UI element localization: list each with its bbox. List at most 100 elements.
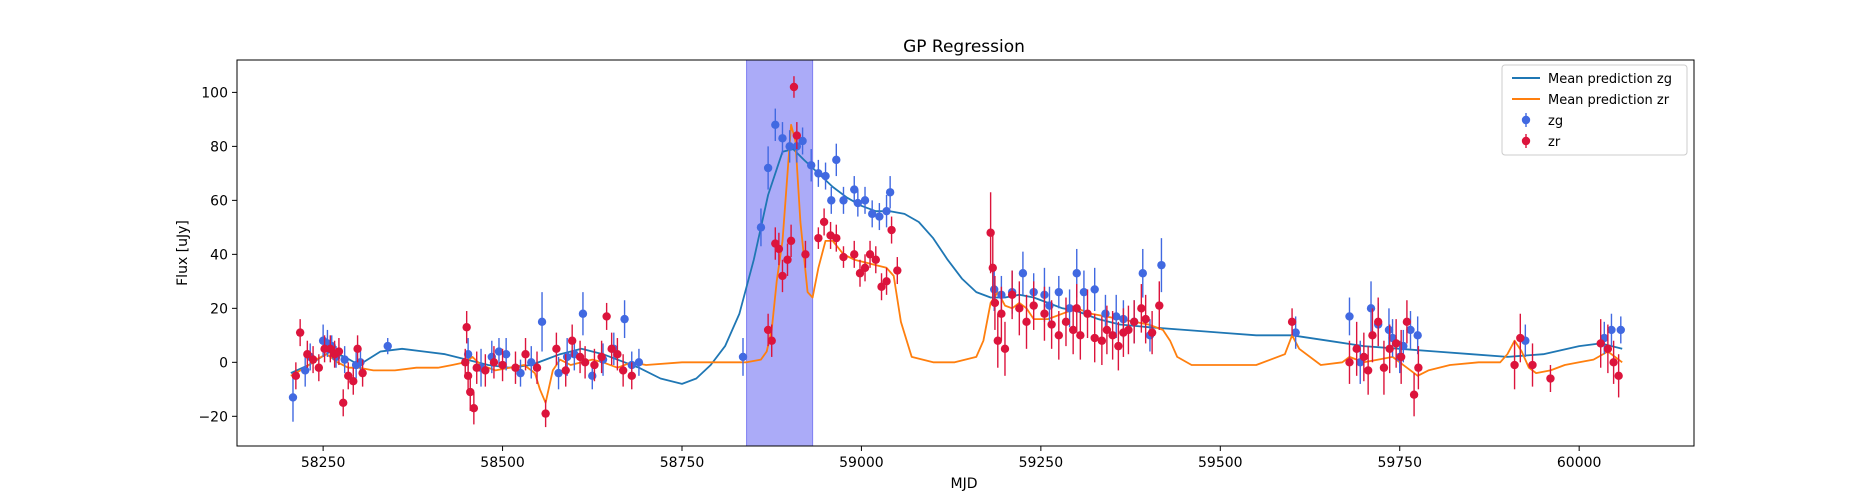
data-point-zr bbox=[814, 233, 823, 243]
data-point-zg bbox=[634, 358, 644, 367]
data-point-zr bbox=[882, 277, 891, 286]
data-point-zr bbox=[1083, 309, 1092, 318]
data-point-zg bbox=[885, 188, 895, 197]
data-point-zr bbox=[786, 236, 796, 246]
data-point-zr bbox=[291, 371, 301, 381]
data-point-zr bbox=[1359, 352, 1369, 362]
data-point-zr bbox=[320, 344, 329, 354]
data-point-zr bbox=[763, 325, 773, 335]
data-point-zg bbox=[340, 355, 349, 364]
data-point-zg bbox=[1018, 269, 1028, 278]
legend-entry-zr: zr bbox=[1521, 134, 1561, 150]
data-point-zr bbox=[463, 371, 473, 381]
data-point-zr bbox=[1108, 331, 1117, 340]
data-point-zr bbox=[1007, 290, 1017, 300]
data-point-zr bbox=[1076, 331, 1085, 340]
data-point-zr bbox=[561, 366, 570, 375]
x-tick-label: 58250 bbox=[301, 455, 346, 471]
data-point-zr bbox=[1072, 304, 1081, 313]
data-point-zr bbox=[567, 336, 577, 345]
y-tick-label: 20 bbox=[210, 301, 228, 317]
x-tick-label: 59500 bbox=[1198, 455, 1243, 471]
x-tick-label: 58750 bbox=[660, 455, 705, 471]
data-point-zg bbox=[882, 206, 891, 216]
data-point-zr bbox=[607, 344, 616, 354]
legend-label: zr bbox=[1548, 135, 1561, 150]
data-point-zg bbox=[778, 134, 787, 143]
data-point-zg bbox=[1157, 260, 1166, 270]
data-point-zr bbox=[1061, 317, 1071, 327]
data-point-zr bbox=[789, 82, 799, 92]
series-points-zr bbox=[291, 76, 1623, 428]
data-point-zr bbox=[541, 409, 550, 418]
data-point-zr bbox=[893, 266, 902, 275]
data-point-zg bbox=[832, 155, 841, 165]
legend-entry-zg: zg bbox=[1521, 113, 1563, 129]
data-point-zr bbox=[1287, 317, 1297, 327]
data-point-zg bbox=[867, 209, 877, 219]
data-point-zr bbox=[986, 228, 995, 237]
legend-entry-mean-prediction-zg: Mean prediction zg bbox=[1512, 72, 1672, 87]
data-point-zg bbox=[875, 212, 884, 221]
data-point-zg bbox=[1291, 328, 1300, 337]
data-point-zr bbox=[1015, 304, 1024, 313]
data-point-zg bbox=[1366, 304, 1376, 313]
data-point-zg bbox=[798, 136, 807, 146]
data-point-zr bbox=[602, 312, 611, 321]
data-point-zg bbox=[771, 120, 780, 129]
data-point-zg bbox=[1384, 325, 1394, 335]
data-point-zr bbox=[792, 131, 802, 140]
legend-label: Mean prediction zr bbox=[1548, 93, 1670, 108]
data-point-zr bbox=[532, 363, 542, 372]
data-point-zr bbox=[1090, 333, 1099, 343]
data-point-zr bbox=[590, 360, 599, 370]
data-point-zr bbox=[1391, 339, 1401, 348]
data-point-zr bbox=[1409, 390, 1419, 399]
data-point-zg bbox=[738, 352, 748, 362]
x-tick-label: 59250 bbox=[1019, 455, 1064, 471]
data-point-zr bbox=[303, 350, 312, 359]
data-point-zr bbox=[887, 225, 896, 235]
axes-frame bbox=[236, 59, 1695, 447]
data-point-zr bbox=[1379, 363, 1389, 372]
data-point-zr bbox=[358, 368, 367, 378]
data-point-zg bbox=[785, 142, 794, 151]
data-point-zr bbox=[1609, 358, 1618, 367]
data-point-zg bbox=[1112, 312, 1121, 321]
data-point-zr bbox=[597, 352, 606, 362]
data-point-zg bbox=[1090, 285, 1099, 294]
data-point-zr bbox=[344, 371, 353, 381]
data-point-zg bbox=[763, 163, 773, 173]
data-point-zr bbox=[778, 271, 787, 281]
data-point-zr bbox=[871, 255, 880, 264]
data-point-zg bbox=[1616, 325, 1625, 335]
data-point-zg bbox=[1079, 287, 1089, 297]
data-point-zr bbox=[997, 309, 1006, 318]
x-tick-label: 58500 bbox=[480, 455, 525, 471]
legend-label: Mean prediction zg bbox=[1548, 72, 1672, 87]
data-point-zr bbox=[489, 358, 499, 367]
data-point-zr bbox=[832, 233, 841, 243]
data-point-zr bbox=[855, 269, 865, 278]
y-tick-label: 60 bbox=[210, 193, 228, 209]
data-point-zr bbox=[1528, 360, 1537, 370]
data-point-zr bbox=[580, 358, 590, 367]
data-point-zg bbox=[1054, 287, 1064, 297]
data-point-zr bbox=[783, 255, 792, 264]
data-point-zr bbox=[1614, 371, 1623, 381]
y-tick-label: 100 bbox=[201, 85, 228, 101]
data-point-zg bbox=[827, 196, 836, 205]
data-point-zg bbox=[1607, 325, 1616, 335]
data-point-zr bbox=[627, 371, 636, 381]
data-point-zr bbox=[1510, 360, 1519, 370]
data-point-zr bbox=[850, 250, 859, 259]
data-point-zr bbox=[339, 398, 348, 408]
data-point-zg bbox=[850, 185, 859, 194]
data-point-zg bbox=[288, 393, 298, 402]
data-point-zr bbox=[1124, 325, 1133, 335]
data-point-zr bbox=[461, 358, 470, 367]
data-point-zr bbox=[993, 336, 1002, 345]
data-point-zr bbox=[1363, 366, 1373, 375]
legend-swatch bbox=[1521, 136, 1531, 146]
